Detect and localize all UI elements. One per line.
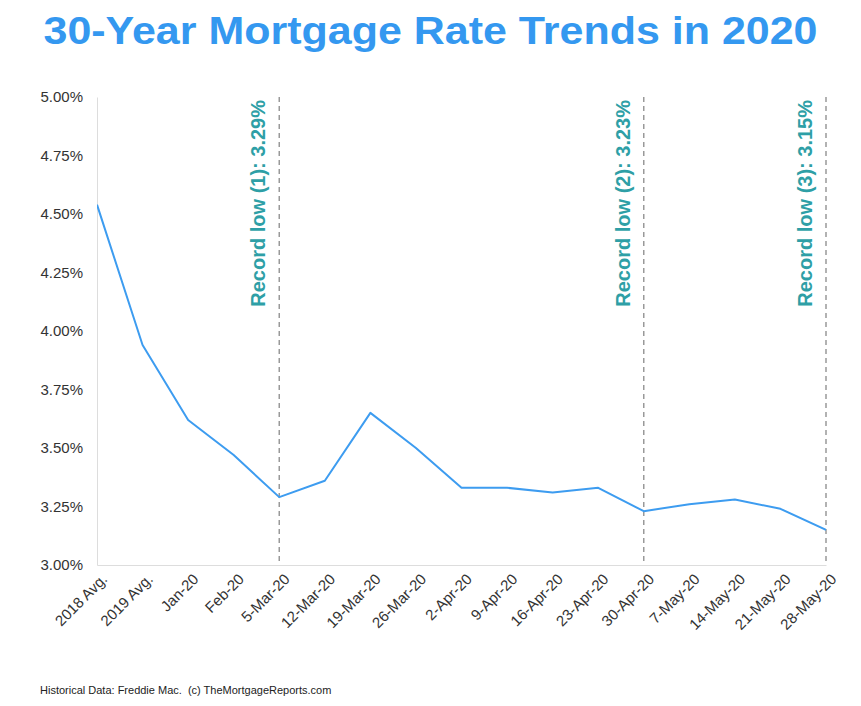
x-tick: Feb-20 <box>201 565 247 616</box>
x-tick-label: Feb-20 <box>201 570 247 616</box>
y-tick-label: 3.00% <box>40 556 83 573</box>
x-tick-label: 28-May-20 <box>777 570 840 633</box>
x-tick-label: Jan-20 <box>157 570 201 614</box>
y-tick-label: 4.50% <box>40 205 83 222</box>
x-tick-label: 26-Mar-20 <box>368 570 429 631</box>
x-tick: 2019 Avg. <box>97 565 156 629</box>
y-tick: 5.00% <box>40 88 97 105</box>
y-tick: 4.25% <box>40 264 97 281</box>
y-tick: 4.50% <box>40 205 97 222</box>
y-axis-line <box>97 98 98 566</box>
y-tick-label: 4.75% <box>40 147 83 164</box>
annotation-text: Record low (2): 3.23% <box>612 100 634 307</box>
y-tick-label: 3.50% <box>40 439 83 456</box>
chart: 30-Year Mortgage Rate Trends in 2020 3.00… <box>0 0 861 706</box>
x-tick-label: 2-Apr-20 <box>422 570 475 623</box>
y-tick: 4.00% <box>40 322 97 339</box>
x-axis-line <box>98 565 827 566</box>
x-tick-label: 30-Apr-20 <box>598 570 657 629</box>
x-tick: 26-Mar-20 <box>368 565 429 631</box>
y-tick-label: 4.25% <box>40 264 83 281</box>
annotations: Record low (1): 3.29% Record low (2): 3.2… <box>247 100 816 307</box>
y-tick-label: 3.75% <box>40 381 83 398</box>
y-tick: 3.00% <box>40 556 97 573</box>
annotation-line <box>825 97 827 565</box>
plot-area <box>97 205 826 530</box>
y-tick: 4.75% <box>40 147 97 164</box>
y-tick: 3.25% <box>40 498 97 515</box>
source: Historical Data: Freddie Mac. (c) TheMor… <box>40 684 331 696</box>
y-tick-label: 4.00% <box>40 322 83 339</box>
title: 30-Year Mortgage Rate Trends in 2020 <box>44 10 818 52</box>
x-tick-label: 2019 Avg. <box>97 570 156 629</box>
y-axis: 3.00% 3.25% 3.50% 3.75% 4.00% 4.25% 4.50% 4.75%… <box>40 88 97 573</box>
y-tick-label: 3.25% <box>40 498 83 515</box>
annotation-lines <box>279 97 826 565</box>
x-axis: 2018 Avg.2019 Avg.Jan-20Feb-205-Mar-2012… <box>51 565 839 633</box>
x-tick: 2-Apr-20 <box>422 565 475 623</box>
y-tick: 3.75% <box>40 381 97 398</box>
annotation-text: Record low (1): 3.29% <box>247 100 269 307</box>
x-tick: Jan-20 <box>157 565 201 615</box>
rate-line <box>97 205 826 530</box>
y-tick: 3.50% <box>40 439 97 456</box>
x-tick: 30-Apr-20 <box>598 565 657 629</box>
annotation-line <box>643 97 645 565</box>
y-tick-label: 5.00% <box>40 88 83 105</box>
x-tick: 28-May-20 <box>777 565 840 633</box>
annotation-line <box>279 97 281 565</box>
annotation-text: Record low (3): 3.15% <box>794 100 816 307</box>
